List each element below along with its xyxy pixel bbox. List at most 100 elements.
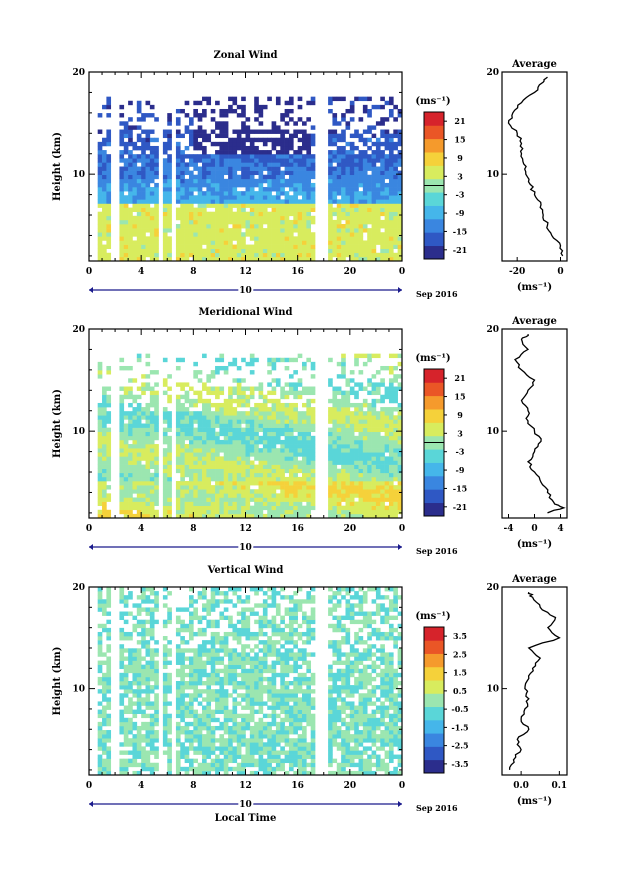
heatmap-cell xyxy=(288,472,294,478)
heatmap-cell xyxy=(310,170,316,176)
heatmap-cell xyxy=(341,460,346,465)
heatmap-cell xyxy=(175,158,181,163)
heatmap-cell xyxy=(123,456,129,461)
heatmap-cell xyxy=(241,460,246,465)
heatmap-cell xyxy=(136,145,142,151)
heatmap-cell xyxy=(97,240,103,245)
heatmap-cell xyxy=(175,207,181,212)
heatmap-cell xyxy=(371,390,377,396)
heatmap-cell xyxy=(119,113,125,118)
heatmap-cell xyxy=(310,472,316,478)
heatmap-cell xyxy=(280,203,285,208)
heatmap-cell xyxy=(210,203,216,208)
heatmap-cell xyxy=(275,481,281,486)
heatmap-cell xyxy=(349,464,355,469)
heatmap-cell xyxy=(280,485,285,490)
heatmap-cell xyxy=(97,754,103,759)
heatmap-cell xyxy=(136,448,142,453)
heatmap-cell xyxy=(371,154,377,159)
heatmap-cell xyxy=(349,248,355,254)
heatmap-cell xyxy=(102,154,107,159)
heatmap-cell xyxy=(106,603,112,608)
heatmap-cell xyxy=(271,129,277,134)
heatmap-cell xyxy=(345,402,351,408)
heatmap-cell xyxy=(345,485,351,490)
heatmap-cell xyxy=(197,762,203,768)
heatmap-cell xyxy=(280,215,285,221)
heatmap-cell xyxy=(293,162,298,167)
x-tick-label: 0 xyxy=(399,524,405,534)
heatmap-cell xyxy=(119,481,125,486)
heatmap-cell xyxy=(154,734,159,739)
heatmap-cell xyxy=(393,207,398,212)
heatmap-cell xyxy=(210,174,216,180)
heatmap-cell xyxy=(254,224,259,229)
heatmap-cell xyxy=(136,742,142,747)
heatmap-cell xyxy=(223,252,229,258)
heatmap-cell xyxy=(188,631,194,637)
heatmap-cell xyxy=(219,501,225,506)
heatmap-cell xyxy=(297,382,303,387)
heatmap-cell xyxy=(367,108,372,114)
heatmap-cell xyxy=(258,240,264,245)
heatmap-cell xyxy=(354,240,359,245)
heatmap-cell xyxy=(367,472,372,478)
heatmap-cell xyxy=(288,187,294,192)
heatmap-cell xyxy=(349,419,355,424)
heatmap-cell xyxy=(167,121,172,126)
heatmap-cell xyxy=(162,187,168,192)
heatmap-cell xyxy=(197,411,203,416)
heatmap-cell xyxy=(197,423,203,428)
colorbar-tick-label: -3 xyxy=(456,190,465,200)
heatmap-cell xyxy=(358,166,364,171)
heatmap-cell xyxy=(97,464,103,469)
heatmap-cell xyxy=(245,162,251,167)
heatmap-cell xyxy=(128,513,133,519)
heatmap-cell xyxy=(367,125,372,130)
heatmap-cell xyxy=(136,660,142,665)
heatmap-cell xyxy=(354,481,359,486)
heatmap-cell xyxy=(302,456,307,461)
heatmap-cell xyxy=(384,224,390,229)
heatmap-cell xyxy=(149,599,155,604)
heatmap-cell xyxy=(302,476,307,482)
heatmap-cell xyxy=(293,435,298,441)
heatmap-cell xyxy=(375,464,381,469)
heatmap-cell xyxy=(280,444,285,449)
heatmap-cell xyxy=(193,693,198,698)
heatmap-cell xyxy=(332,240,338,245)
heatmap-cell xyxy=(249,423,255,428)
heatmap-cell xyxy=(97,154,103,159)
heatmap-cell xyxy=(284,178,290,184)
heatmap-cell xyxy=(154,681,159,686)
heatmap-cell xyxy=(384,170,390,176)
heatmap-cell xyxy=(223,121,229,126)
heatmap-cell xyxy=(141,187,146,192)
heatmap-cell xyxy=(288,195,294,200)
heatmap-cell xyxy=(275,252,281,258)
heatmap-cell xyxy=(215,481,220,486)
heatmap-cell xyxy=(262,236,268,241)
profile-line xyxy=(514,334,566,514)
heatmap-cell xyxy=(241,244,246,249)
heatmap-cell xyxy=(293,427,298,433)
heatmap-cell xyxy=(236,378,242,383)
heatmap-cell xyxy=(271,145,277,151)
heatmap-cell xyxy=(262,411,268,416)
heatmap-cell xyxy=(206,411,212,416)
heatmap-cell xyxy=(215,754,220,759)
heatmap-cell xyxy=(149,648,155,653)
heatmap-cell xyxy=(228,456,233,461)
heatmap-cell xyxy=(141,489,146,494)
heatmap-cell xyxy=(380,207,385,212)
heatmap-cells xyxy=(97,96,403,262)
heatmap-cell xyxy=(128,170,133,176)
heatmap-cell xyxy=(102,456,107,461)
heatmap-cell xyxy=(128,236,133,241)
heatmap-cell xyxy=(336,493,342,498)
heatmap-cell xyxy=(328,182,333,188)
heatmap-cell xyxy=(310,187,316,192)
heatmap-cell xyxy=(254,104,259,110)
heatmap-cell xyxy=(380,456,385,461)
heatmap-cell xyxy=(136,195,142,200)
